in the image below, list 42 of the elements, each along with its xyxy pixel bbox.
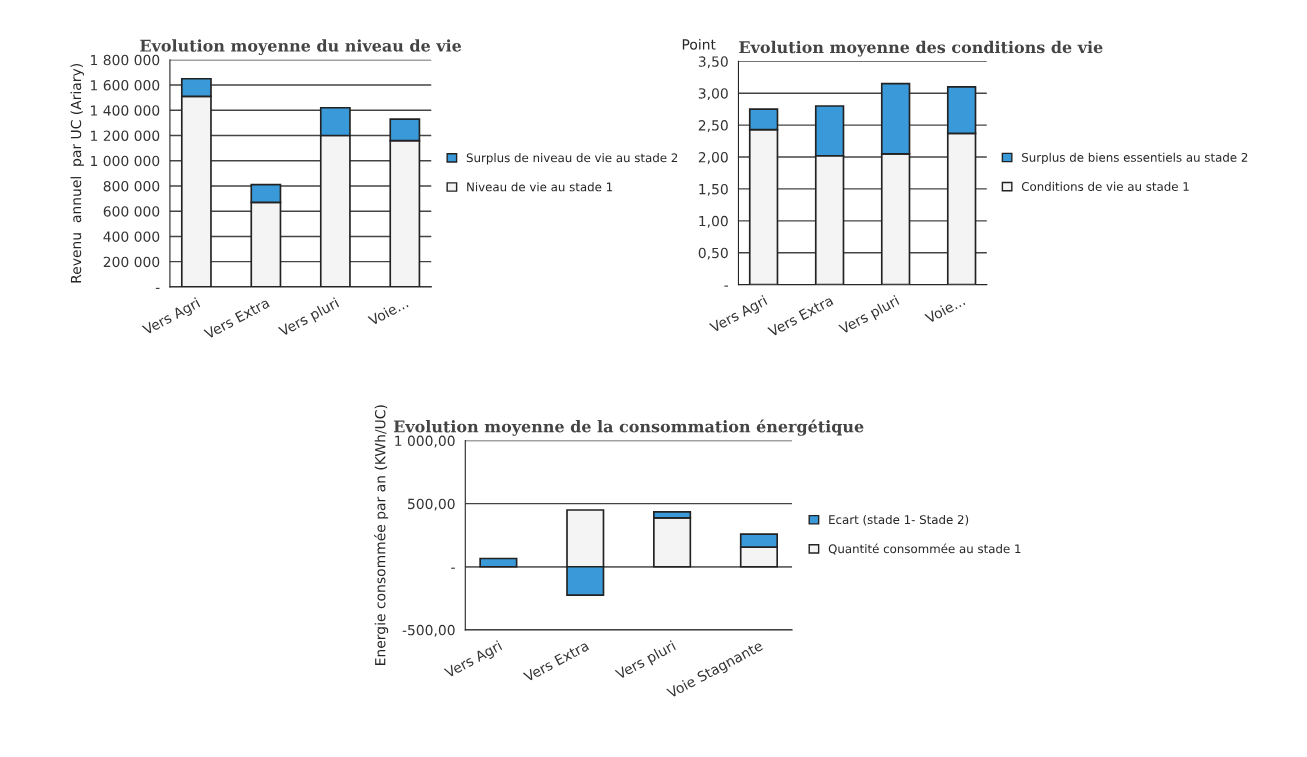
y-tick-label: 1 000 000 <box>91 155 160 167</box>
legend-label: Niveau de vie au stade 1 <box>467 182 613 192</box>
y-tick-label: 500,00 <box>408 498 455 511</box>
y-tick-label: 2,50 <box>698 120 728 133</box>
chart-title: Evolution moyenne du niveau de vie <box>140 39 462 56</box>
chart-title: Evolution moyenne des conditions de vie <box>739 40 1103 57</box>
y-tick-label: 0,50 <box>698 247 728 260</box>
y-tick-label: 1 600 000 <box>91 80 160 91</box>
y-tick-label: 3,50 <box>698 56 728 69</box>
y-tick-label: 1,50 <box>699 183 728 196</box>
legend-label: Surplus de niveau de vie au stade 2 <box>466 153 678 165</box>
y-tick-label: 2,00 <box>698 151 728 164</box>
y-tick-label: 600 000 <box>103 206 160 217</box>
y-tick-label: - <box>155 287 160 289</box>
x-tick-label: Vers Extra <box>767 295 834 338</box>
x-tick-label: Vers Extra <box>522 640 590 683</box>
y-tick-label: - <box>451 567 455 569</box>
y-axis-title: Revenu annuel par UC (Ariary) <box>70 64 84 283</box>
y-tick-label: 1,00 <box>699 215 728 228</box>
x-tick-label: Voie... <box>367 297 409 327</box>
x-tick-label: Vers Agri <box>443 640 504 681</box>
y-tick-label: 200 000 <box>103 256 160 268</box>
legend-label: Quantité consommée au stade 1 <box>828 543 1021 555</box>
legend-label: Conditions de vie au stade 1 <box>1021 181 1189 191</box>
x-tick-label: Voie... <box>924 295 966 324</box>
legend-label: Surplus de biens essentiels au stade 2 <box>1022 152 1248 165</box>
y-tick-label: 400 000 <box>103 231 160 242</box>
y-tick-label: 1 800 000 <box>91 54 160 66</box>
legend-label: Ecart (stade 1- Stade 2) <box>829 514 969 526</box>
chart-title: Evolution moyenne de la consommation énergétique <box>393 419 864 436</box>
y-tick-label: 800 000 <box>103 180 160 192</box>
y-tick-label: - <box>724 285 729 287</box>
y-tick-label: 1 400 000 <box>91 105 160 116</box>
bar <box>479 557 518 568</box>
y-axis-title: Point <box>682 38 716 50</box>
y-tick-label: 1 000,00 <box>395 435 455 448</box>
y-tick-label: 1 200 000 <box>91 130 160 141</box>
y-axis-title: Energie consommée par an (KWh/UC) <box>374 405 389 665</box>
x-tick-label: Vers Agri <box>141 297 202 338</box>
y-tick-label: 3,00 <box>698 88 728 101</box>
x-tick-label: Vers Extra <box>203 297 270 340</box>
y-tick-label: -500,00 <box>402 624 455 637</box>
